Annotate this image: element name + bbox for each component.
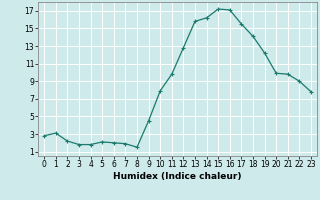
X-axis label: Humidex (Indice chaleur): Humidex (Indice chaleur) <box>113 172 242 181</box>
